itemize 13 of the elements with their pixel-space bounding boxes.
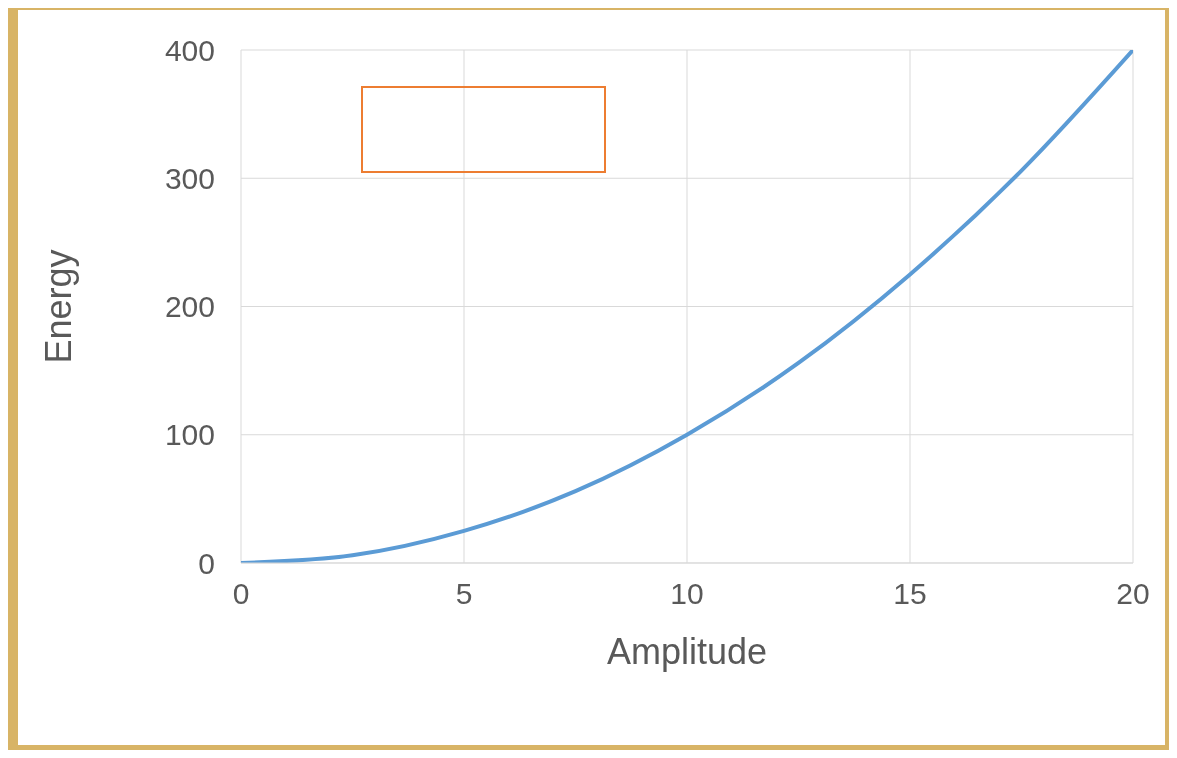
y-axis-title: Energy	[37, 249, 79, 364]
y-tick-label: 0	[198, 546, 215, 580]
y-tick-label: 100	[164, 418, 215, 452]
x-tick-label: 20	[1116, 577, 1150, 611]
y-tick-label: 400	[164, 33, 215, 67]
x-axis-title: Amplitude	[606, 630, 768, 672]
x-tick-label: 0	[232, 577, 250, 611]
x-tick-label: 15	[893, 577, 927, 611]
y-tick-label: 300	[164, 161, 215, 195]
x-tick-label: 5	[455, 577, 473, 611]
line-series	[241, 50, 1133, 563]
y-tick-label: 200	[164, 290, 215, 324]
x-tick-label: 10	[670, 577, 704, 611]
